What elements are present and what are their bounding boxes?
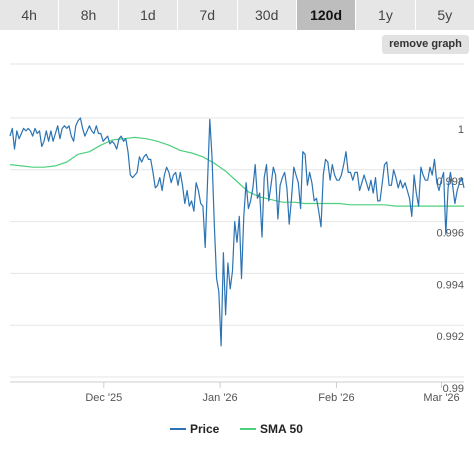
y-tick-label: 1 <box>458 124 464 136</box>
x-axis-ticks: Dec '25 Jan '26 Feb '26 Mar '26 <box>85 382 460 404</box>
y-tick-label: 0.994 <box>436 279 464 291</box>
remove-graph-button[interactable]: remove graph <box>382 35 469 54</box>
y-tick-label: 0.996 <box>436 228 464 240</box>
legend-item-price[interactable]: Price <box>170 422 220 436</box>
tab-1y[interactable]: 1y <box>356 0 416 30</box>
series-line-price <box>9 117 465 347</box>
series-line-sma-50 <box>9 136 464 207</box>
tab-30d[interactable]: 30d <box>237 0 297 30</box>
chart-legend[interactable]: Price SMA 50 <box>170 422 303 436</box>
x-tick-label: Mar '26 <box>423 392 459 404</box>
timeframe-tabs: 4h 8h 1d 7d 30d 120d 1y 5y <box>0 0 474 30</box>
x-tick-label: Feb '26 <box>318 392 354 404</box>
y-tick-label: 0.992 <box>436 331 464 343</box>
x-tick-label: Dec '25 <box>85 392 122 404</box>
y-tick-label: 0.99 <box>443 383 464 395</box>
tab-4h[interactable]: 4h <box>0 0 60 30</box>
tab-8h[interactable]: 8h <box>59 0 119 30</box>
series-lines <box>9 117 465 347</box>
tab-1d[interactable]: 1d <box>118 0 179 30</box>
grid-lines <box>10 63 464 383</box>
x-tick-label: Jan '26 <box>203 392 238 404</box>
tab-7d[interactable]: 7d <box>178 0 238 30</box>
legend-label: Price <box>190 422 220 436</box>
legend-item-sma-50[interactable]: SMA 50 <box>240 422 303 436</box>
tab-120d[interactable]: 120d <box>296 0 357 30</box>
tab-5y[interactable]: 5y <box>415 0 474 30</box>
legend-label: SMA 50 <box>260 422 303 436</box>
